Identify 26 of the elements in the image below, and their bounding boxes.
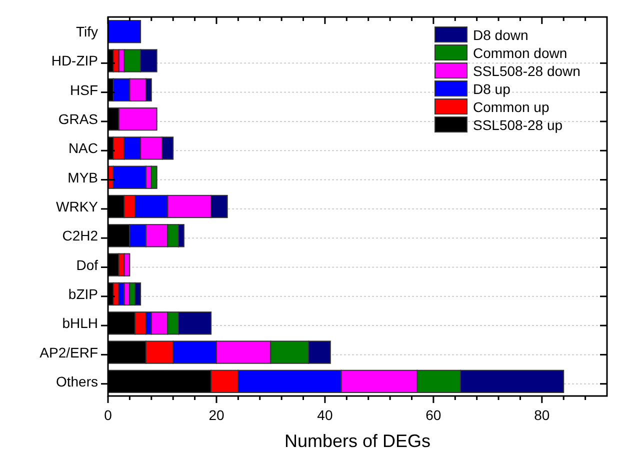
x-tick-label: 0	[104, 407, 112, 423]
y-tick-label: C2H2	[62, 228, 98, 244]
y-tick-label: Tify	[76, 24, 98, 40]
y-tick-label: bZIP	[68, 286, 98, 302]
y-tick-label: bHLH	[62, 315, 98, 332]
y-tick-label: GRAS	[58, 111, 98, 128]
x-tick-label: 40	[317, 407, 333, 423]
x-axis-title: Numbers of DEGs	[284, 431, 431, 451]
legend-label: SSL508-28 up	[473, 117, 563, 133]
bar	[108, 20, 142, 44]
y-tick-label: Others	[56, 373, 98, 390]
y-tick-label: NAC	[68, 140, 98, 156]
y-tick-label: AP2/ERF	[40, 344, 98, 360]
y-tick-label: MYB	[68, 169, 98, 186]
x-tick-label: 60	[426, 407, 442, 423]
y-tick-label: HD-ZIP	[51, 52, 98, 69]
x-tick-label: 20	[208, 407, 224, 423]
legend-label: D8 down	[473, 27, 528, 43]
y-tick-label: WRKY	[56, 198, 99, 214]
legend-label: Common up	[473, 99, 550, 115]
legend-label: D8 up	[473, 81, 511, 97]
y-tick-label: HSF	[70, 82, 98, 98]
legend-label: SSL508-28 down	[473, 63, 580, 79]
y-tick-label: Dof	[76, 256, 98, 273]
x-tick-label: 80	[534, 407, 550, 423]
legend-label: Common down	[473, 45, 568, 61]
